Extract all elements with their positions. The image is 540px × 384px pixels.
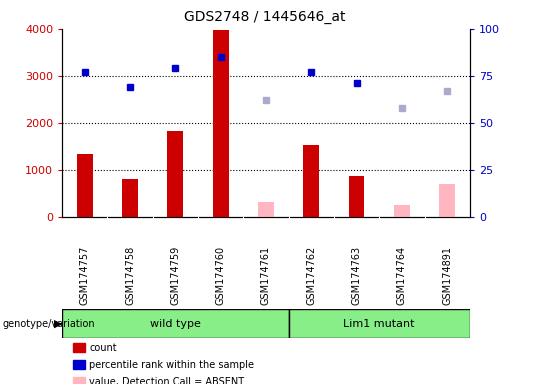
Bar — [258, 202, 274, 217]
Text: GSM174762: GSM174762 — [306, 245, 316, 305]
Bar — [439, 184, 455, 217]
Text: GSM174759: GSM174759 — [170, 245, 180, 305]
Bar — [62, 309, 288, 338]
Text: ▶: ▶ — [54, 318, 63, 329]
Text: GSM174757: GSM174757 — [80, 245, 90, 305]
Text: wild type: wild type — [150, 318, 201, 329]
Text: Lim1 mutant: Lim1 mutant — [343, 318, 415, 329]
Text: GSM174891: GSM174891 — [442, 245, 452, 305]
Text: value, Detection Call = ABSENT: value, Detection Call = ABSENT — [89, 377, 244, 384]
Text: genotype/variation: genotype/variation — [3, 318, 96, 329]
Text: percentile rank within the sample: percentile rank within the sample — [89, 360, 254, 370]
Bar — [213, 30, 228, 217]
Bar — [303, 146, 319, 217]
Text: GSM174763: GSM174763 — [352, 245, 362, 305]
Text: GSM174760: GSM174760 — [215, 245, 226, 305]
Bar — [349, 176, 365, 217]
Bar — [122, 179, 138, 217]
Text: GSM174761: GSM174761 — [261, 245, 271, 305]
Text: GDS2748 / 1445646_at: GDS2748 / 1445646_at — [184, 10, 346, 23]
Text: GSM174758: GSM174758 — [125, 245, 135, 305]
Bar — [288, 309, 470, 338]
Bar — [394, 205, 410, 217]
Bar — [167, 131, 183, 217]
Text: count: count — [89, 343, 117, 353]
Bar — [77, 154, 93, 217]
Text: GSM174764: GSM174764 — [397, 245, 407, 305]
